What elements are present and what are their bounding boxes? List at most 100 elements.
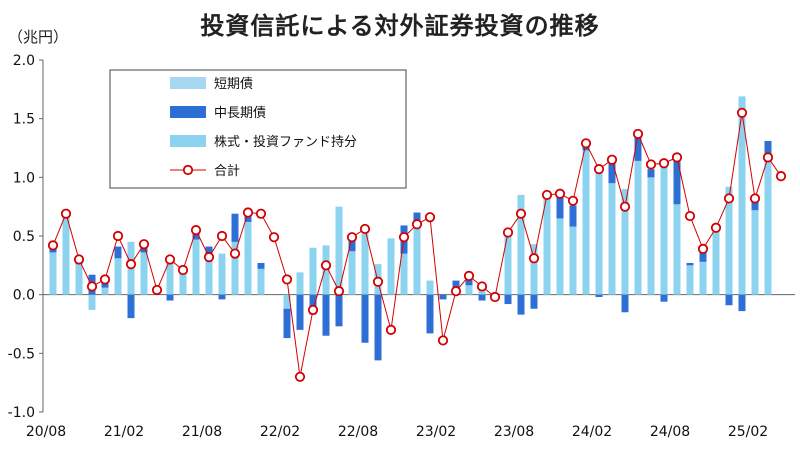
total-point [684,210,696,222]
bar-equity-fund [426,280,434,295]
total-point [450,286,462,297]
bar-equity-fund [608,183,616,295]
bar-mid-long-bond [556,194,564,219]
bar-equity-fund [192,239,200,295]
bar-equity-fund [647,177,655,295]
total-point [463,270,475,281]
bar-equity-fund [179,270,187,295]
x-tick-label: 20/08 [26,424,66,440]
y-tick-label: -0.5 [8,346,35,362]
bar-mid-long-bond [426,294,434,334]
bar-mid-long-bond [166,294,174,301]
x-tick-label: 25/02 [728,424,768,440]
x-tick-label: 22/02 [260,424,300,440]
bar-mid-long-bond [127,294,135,319]
total-point [671,152,683,163]
bar-mid-long-bond [439,294,447,300]
bar-equity-fund [699,261,707,295]
bar-equity-fund [543,197,551,295]
y-tick-label: 0.0 [13,288,35,304]
bar-mid-long-bond [517,294,525,315]
bar-mid-long-bond [361,294,369,343]
bar-equity-fund [296,272,304,295]
bar-mid-long-bond [699,252,707,262]
legend-box [109,69,407,189]
bar-mid-long-bond [608,160,616,184]
bar-equity-fund [413,224,421,295]
bar-mid-long-bond [686,262,694,266]
bar-mid-long-bond [205,246,213,256]
total-point [541,189,553,201]
y-tick-label: 1.5 [13,112,35,128]
total-point [437,335,449,346]
bar-equity-fund [751,210,759,295]
total-point [359,223,371,235]
bar-mid-long-bond [504,294,512,305]
total-point [736,107,748,118]
total-point [762,152,774,163]
bar-equity-fund [387,238,395,295]
legend-swatch [170,106,206,118]
bar-mid-long-bond [374,294,382,361]
y-tick-label: 0.5 [13,229,35,245]
bar-equity-fund [166,260,174,295]
total-point [164,254,176,265]
total-point [398,232,410,243]
bar-mid-long-bond [322,294,330,336]
bar-mid-long-bond [348,239,356,252]
bar-mid-long-bond [621,294,629,313]
x-tick-label: 22/08 [338,424,378,440]
bar-equity-fund [595,169,603,295]
bar-equity-fund [621,189,629,295]
bar-equity-fund [75,264,83,295]
total-point [151,284,163,296]
bar-mid-long-bond [530,294,538,309]
total-point [580,138,592,149]
total-point [112,230,124,242]
total-point [476,281,488,292]
total-point [177,264,189,276]
bar-equity-fund [517,194,525,295]
total-point [268,232,280,243]
total-point [385,324,397,335]
bar-mid-long-bond [413,212,421,225]
x-tick-label: 21/08 [182,424,222,440]
chart-title: 投資信託による対外証券投資の推移 [200,12,600,40]
total-point [632,128,644,140]
bar-mid-long-bond [283,308,291,339]
bar-equity-fund [283,294,291,309]
total-point [619,201,631,212]
total-point [502,227,514,238]
bar-equity-fund [257,268,265,295]
bar-equity-fund [764,162,772,295]
y-tick-label: 1.0 [13,170,35,186]
legend-swatch [170,77,206,89]
bar-mid-long-bond [231,213,239,242]
legend-swatch [170,135,206,147]
total-point [333,286,345,297]
total-point [515,208,527,219]
total-point [697,243,709,255]
bar-mid-long-bond [296,294,304,330]
bar-mid-long-bond [569,205,577,227]
bar-equity-fund [88,294,96,310]
x-tick-label: 24/08 [650,424,690,440]
x-tick-label: 21/02 [104,424,144,440]
x-tick-label: 23/08 [494,424,534,440]
total-point [60,208,72,219]
bar-equity-fund [140,252,148,295]
bar-mid-long-bond [634,135,642,161]
x-tick-label: 24/02 [572,424,612,440]
total-point [528,253,540,264]
total-point [294,371,306,382]
legend-marker [182,164,194,176]
bar-equity-fund [231,241,239,295]
y-tick-label: 2.0 [13,53,35,69]
total-point [86,281,98,292]
bar-equity-fund [205,255,213,295]
total-point [723,193,735,204]
bar-equity-fund [62,216,70,295]
legend-label: 短期債 [214,77,253,92]
bar-equity-fund [556,218,564,295]
